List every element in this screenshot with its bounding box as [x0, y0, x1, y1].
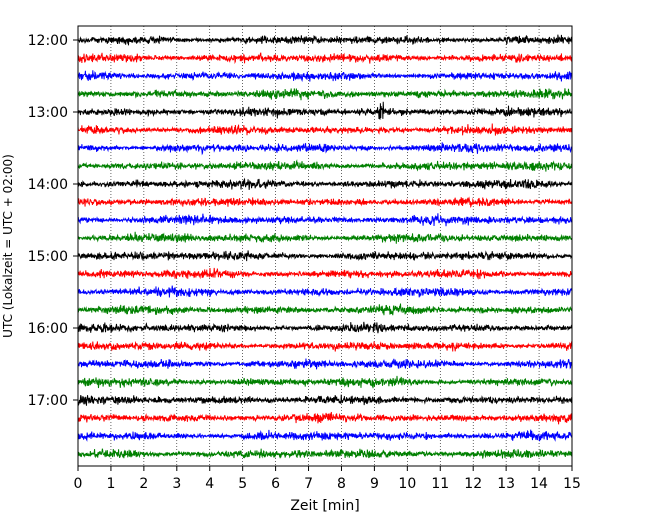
x-tick-label-9: 9: [370, 476, 379, 492]
x-tick-label-11: 11: [431, 476, 449, 492]
x-tick-label-0: 0: [74, 476, 83, 492]
y-tick-label-17:00: 17:00: [28, 393, 68, 409]
trace-16:00: [77, 321, 573, 334]
y-tick-label-15:00: 15:00: [28, 249, 68, 265]
x-tick-label-10: 10: [398, 476, 416, 492]
y-tick-label-16:00: 16:00: [28, 321, 68, 337]
x-tick-label-7: 7: [304, 476, 313, 492]
trace-13:15: [77, 123, 573, 136]
trace-16:30: [77, 358, 573, 370]
x-tick-label-1: 1: [106, 476, 115, 492]
x-tick-label-2: 2: [139, 476, 148, 492]
trace-14:30: [77, 213, 573, 227]
x-tick-label-4: 4: [205, 476, 214, 492]
x-tick-label-14: 14: [530, 476, 548, 492]
y-tick-label-13:00: 13:00: [28, 105, 68, 121]
x-tick-label-3: 3: [172, 476, 181, 492]
trace-14:45: [77, 231, 573, 244]
trace-17:45: [77, 448, 573, 459]
x-axis-label: Zeit [min]: [290, 498, 359, 514]
trace-15:15: [77, 267, 573, 280]
x-tick-label-13: 13: [497, 476, 515, 492]
trace-13:30: [77, 142, 573, 156]
x-tick-label-5: 5: [238, 476, 247, 492]
x-tick-label-15: 15: [563, 476, 581, 492]
trace-13:00: [77, 101, 573, 120]
x-tick-label-6: 6: [271, 476, 280, 492]
y-tick-label-12:00: 12:00: [28, 33, 68, 49]
trace-17:15: [77, 411, 573, 425]
y-axis-ticks: 12:00 13:00 14:00 15:00 16:00 17:00: [28, 33, 78, 409]
trace-12:30: [77, 70, 573, 83]
x-tick-label-8: 8: [337, 476, 346, 492]
trace-14:15: [77, 196, 573, 208]
trace-17:00: [77, 394, 573, 407]
plot-frame: [77, 25, 573, 467]
trace-15:00: [77, 250, 573, 262]
trace-16:45: [77, 375, 573, 389]
seismic-traces: [77, 34, 573, 459]
trace-14:00: [77, 177, 573, 190]
y-tick-label-14:00: 14:00: [28, 177, 68, 193]
trace-17:30: [77, 429, 573, 442]
trace-15:45: [77, 303, 573, 316]
trace-16:15: [77, 340, 573, 352]
y-axis-label: UTC (Lokalzeit = UTC + 02:00): [1, 154, 15, 338]
trace-12:00: [77, 34, 573, 46]
grid-lines: [110, 26, 540, 466]
x-tick-label-12: 12: [464, 476, 482, 492]
x-axis-ticks: 0 1 2 3 4 5 6 7 8 9 10 11 12 13 14 15: [74, 466, 581, 492]
trace-15:30: [77, 285, 573, 298]
trace-13:45: [77, 159, 573, 172]
trace-12:45: [77, 88, 573, 101]
trace-12:15: [77, 52, 573, 65]
